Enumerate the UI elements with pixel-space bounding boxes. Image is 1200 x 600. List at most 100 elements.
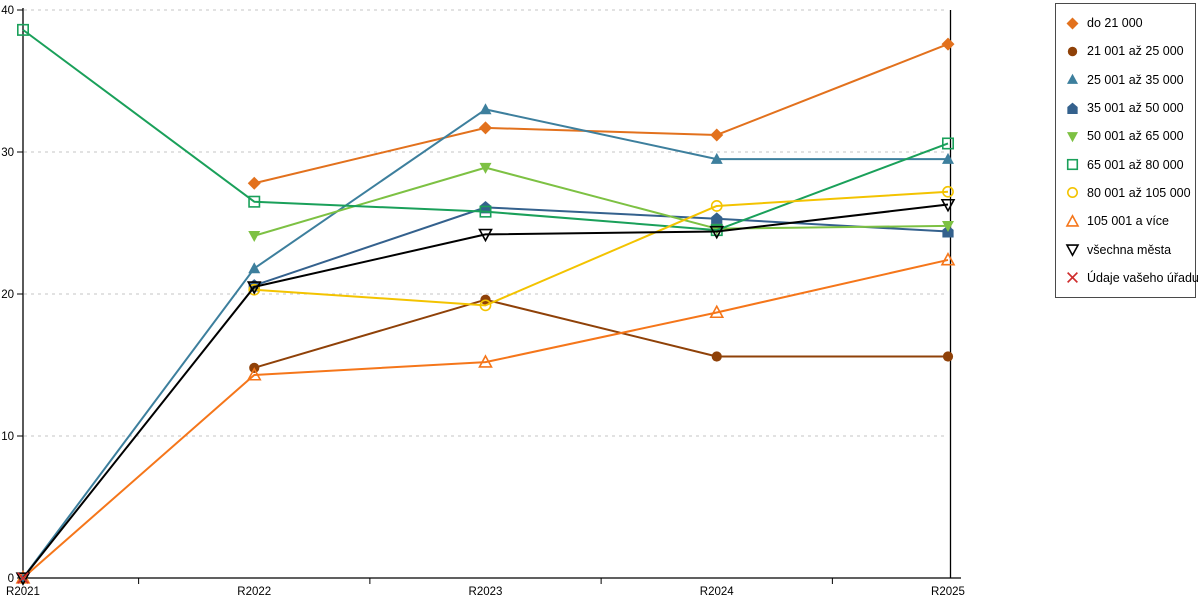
data-point-marker [942,221,954,233]
legend-label: 35 001 až 50 000 [1087,101,1184,116]
series-line [253,298,948,369]
data-point-marker [709,304,725,319]
data-point-marker [941,137,954,150]
circle-outline-icon [1067,187,1078,199]
triangle-up-outline-icon [1065,213,1080,227]
series-4 [248,162,954,242]
data-point-marker [710,128,724,142]
y-tick-label: 0 [8,573,14,585]
legend-item-21001-25000: 21 001 až 25 000 [1065,37,1193,65]
legend-label: 21 001 až 25 000 [1087,44,1184,59]
data-point-marker [940,198,956,213]
series-line [254,190,949,307]
data-point-marker [248,262,261,274]
data-point-marker [711,212,723,225]
data-point-marker [16,23,29,36]
data-point-marker [1066,17,1079,30]
data-point-marker [247,176,261,190]
data-point-marker [710,200,723,212]
x-tick-label: R2022 [237,586,271,598]
data-point-marker [246,367,262,381]
series-line [254,43,949,185]
triangle-down-icon [1066,131,1079,143]
legend: do 21 000 21 001 až 25 000 25 001 až 35 … [1055,3,1199,298]
data-point-marker [478,228,493,243]
series-3 [248,200,954,292]
x-tick-label: R2023 [469,586,503,598]
data-point-marker [479,205,492,218]
chart-plot: 0 10 20 30 40 R2021 R2022 R2023 R2024 R2025 [1,5,965,598]
data-point-marker [479,103,492,115]
data-point-marker [1066,74,1079,85]
data-point-marker [1066,131,1079,143]
data-point-marker [1067,272,1078,284]
legend-label: 105 001 a více [1087,214,1170,229]
legend-label: 80 001 až 105 000 [1087,185,1191,200]
series-line [22,258,949,579]
series-line [253,166,949,237]
x-tick-label: R2021 [6,586,40,598]
legend-label: 50 001 až 65 000 [1087,129,1184,144]
data-point-marker [248,283,261,296]
data-point-marker [479,162,492,174]
data-point-marker [942,152,954,164]
x-icon [1067,272,1078,284]
legend-item-udaje-vaseho-uradu: Údaje vašeho úřadu [1065,264,1199,292]
data-point-marker [709,225,725,240]
series-line [253,206,949,287]
data-point-marker [942,185,954,198]
series-2 [17,103,954,583]
data-point-marker [1067,102,1078,114]
series-6 [248,185,954,312]
data-point-marker [711,351,722,362]
square-outline-icon [1066,159,1079,171]
data-point-marker [941,37,955,51]
legend-item-25001-35000: 25 001 až 35 000 [1065,66,1193,94]
data-point-marker [1066,159,1079,171]
data-point-marker [940,252,956,266]
legend-item-50001-65000: 50 001 až 65 000 [1065,122,1193,150]
data-point-marker [479,299,492,312]
data-point-marker [942,351,954,362]
data-point-marker [248,195,261,208]
legend-item-105001-a-vice: 105 001 a více [1065,207,1193,235]
data-point-marker [1065,244,1080,257]
legend-label: 65 001 až 80 000 [1087,157,1184,172]
data-point-marker [246,281,262,295]
legend-item-35001-50000: 35 001 až 50 000 [1065,94,1193,122]
legend-label: Údaje vašeho úřadu [1087,270,1199,285]
series-1 [249,294,954,373]
legend-label: všechna města [1087,242,1172,257]
data-point-marker [479,121,492,135]
y-tick-label: 20 [1,289,14,301]
triangle-down-outline-icon [1065,244,1080,257]
diamond-icon [1066,17,1079,30]
y-tick-label: 30 [1,147,14,159]
pentagon-icon [1067,102,1078,114]
x-tick-label: R2024 [700,586,734,598]
y-tick-label: 10 [1,431,14,443]
legend-item-80001-105000: 80 001 až 105 000 [1065,179,1193,207]
x-tick-label: R2025 [931,586,965,598]
data-point-marker [248,230,261,242]
data-point-marker [478,354,493,368]
series-8 [15,198,956,586]
series-line [22,203,949,579]
triangle-up-icon [1066,74,1079,85]
data-point-marker [1065,213,1080,227]
data-point-marker [15,572,31,586]
series-line [22,108,948,579]
series-9 [17,572,29,584]
data-point-marker [1067,46,1078,57]
legend-item-65001-80000: 65 001 až 80 000 [1065,150,1193,178]
y-tick-label: 40 [1,5,14,17]
legend-label: 25 001 až 35 000 [1087,72,1184,87]
data-point-marker [1067,187,1078,199]
data-point-marker [710,152,723,164]
data-point-marker [17,572,29,584]
legend-item-do-21000: do 21 000 [1065,9,1193,37]
circle-icon [1067,46,1078,57]
series-0 [247,37,955,190]
legend-label: do 21 000 [1087,16,1143,31]
